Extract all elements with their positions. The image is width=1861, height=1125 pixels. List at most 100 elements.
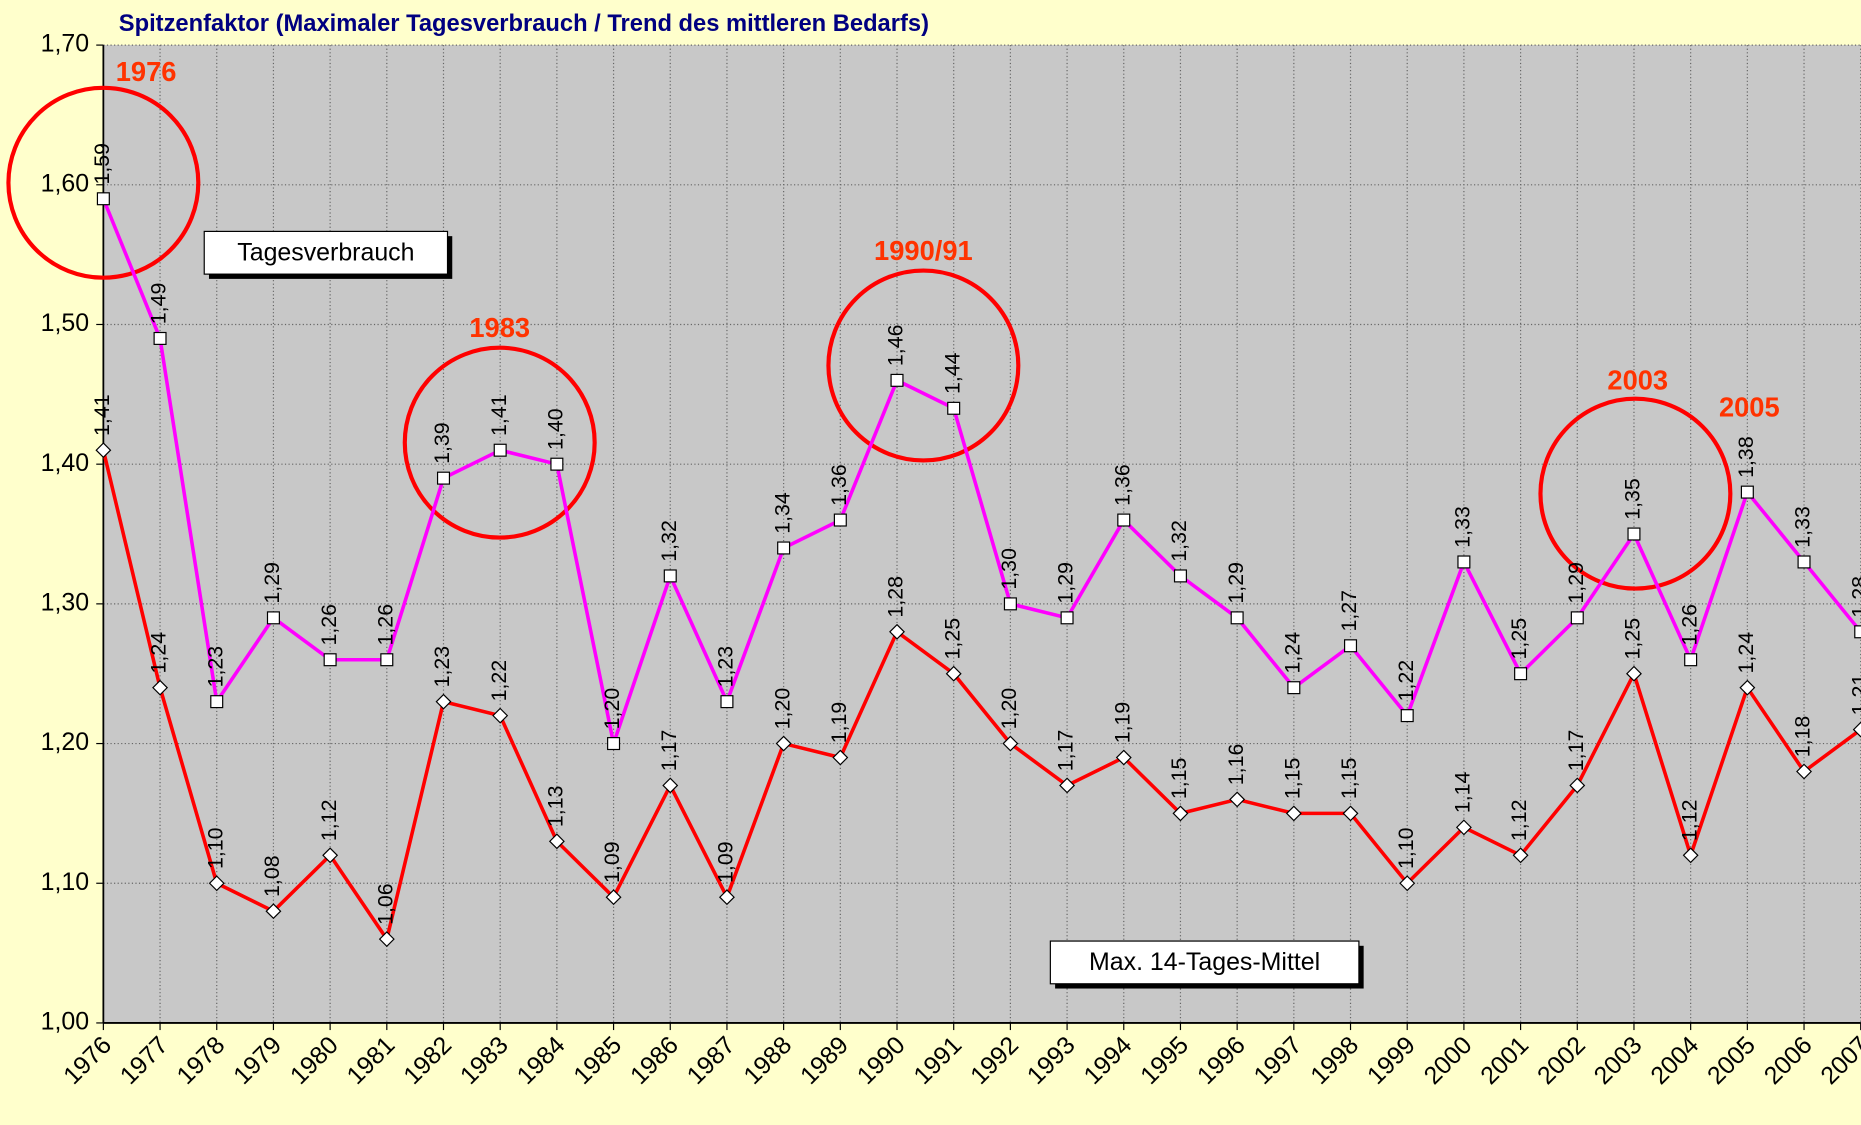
marker (1172, 805, 1189, 822)
data-label: 1,38 (1734, 436, 1758, 478)
data-label: 1,35 (1621, 478, 1645, 520)
legend-label: Max. 14-Tages-Mittel (1089, 948, 1320, 976)
data-label: 1,22 (1394, 660, 1418, 702)
data-label: 1,28 (884, 576, 908, 618)
marker (1740, 485, 1754, 499)
marker (1514, 667, 1528, 681)
y-tick-label: 1,20 (41, 728, 89, 756)
data-label: 1,17 (1564, 730, 1588, 772)
marker (1003, 597, 1017, 611)
y-tick-label: 1,00 (41, 1008, 89, 1036)
marker (153, 331, 167, 345)
marker (95, 442, 112, 459)
annotation: 2005 (1719, 392, 1780, 423)
highlight-circle (1538, 396, 1733, 591)
y-tick-label: 1,40 (41, 449, 89, 477)
marker (1230, 611, 1244, 625)
y-tick-label: 1,30 (41, 588, 89, 616)
annotation: 2003 (1607, 364, 1668, 395)
marker (1173, 569, 1187, 583)
data-label: 1,25 (940, 618, 964, 660)
marker (1797, 555, 1811, 569)
data-label: 1,15 (1280, 758, 1304, 800)
data-label: 1,41 (487, 394, 511, 436)
y-tick-label: 1,70 (41, 30, 89, 58)
marker (548, 833, 565, 850)
marker (1627, 527, 1641, 541)
data-label: 1,39 (430, 422, 454, 464)
data-label: 1,29 (1054, 562, 1078, 604)
marker (322, 847, 339, 864)
data-label: 1,16 (1224, 744, 1248, 786)
data-label: 1,10 (203, 827, 227, 869)
data-label: 1,32 (657, 520, 681, 562)
marker (1060, 611, 1074, 625)
marker (1739, 679, 1756, 696)
marker (1854, 625, 1861, 639)
data-label: 1,29 (260, 562, 284, 604)
data-label: 1,33 (1791, 506, 1815, 548)
marker (210, 695, 224, 709)
data-label: 1,10 (1394, 827, 1418, 869)
marker (663, 569, 677, 583)
marker (1115, 749, 1132, 766)
legend-box (1049, 940, 1360, 985)
marker (493, 443, 507, 457)
data-label: 1,33 (1451, 506, 1475, 548)
data-label: 1,25 (1621, 618, 1645, 660)
marker (662, 777, 679, 794)
annotation: 1983 (469, 312, 530, 343)
series-line (101, 198, 1861, 751)
marker (1229, 791, 1246, 808)
data-label: 1,59 (90, 143, 114, 185)
marker (1796, 763, 1812, 780)
marker (1400, 709, 1414, 723)
marker (1684, 653, 1698, 667)
series-line (101, 449, 1861, 944)
data-label: 1,19 (1110, 702, 1134, 744)
data-label: 1,06 (373, 883, 397, 925)
data-label: 1,34 (770, 492, 794, 534)
marker (605, 889, 622, 906)
marker (208, 875, 225, 892)
data-label: 1,32 (1167, 520, 1191, 562)
highlight-circle (402, 345, 597, 540)
data-label: 1,44 (940, 352, 964, 394)
marker (1287, 681, 1301, 695)
data-label: 1,12 (1677, 799, 1701, 841)
marker (889, 623, 905, 640)
marker (777, 541, 791, 555)
marker (1512, 847, 1529, 864)
data-label: 1,08 (260, 855, 284, 897)
data-label: 1,29 (1564, 562, 1588, 604)
marker (1399, 875, 1416, 892)
marker (833, 513, 847, 527)
marker (380, 653, 394, 667)
data-label: 1,15 (1337, 758, 1361, 800)
marker (1117, 513, 1131, 527)
data-label: 1,40 (544, 408, 568, 450)
marker (1342, 805, 1359, 822)
data-label: 1,26 (373, 604, 397, 646)
annotation: 1976 (116, 56, 177, 87)
marker (152, 679, 169, 696)
data-label: 1,36 (1110, 464, 1134, 506)
chart-title: Spitzenfaktor (Maximaler Tagesverbrauch … (119, 11, 929, 37)
marker (890, 373, 904, 387)
y-tick-label: 1,60 (41, 169, 89, 197)
marker (323, 653, 337, 667)
data-label: 1,20 (997, 688, 1021, 730)
marker (266, 611, 280, 625)
marker (1455, 819, 1472, 836)
y-tick-label: 1,10 (41, 868, 89, 896)
data-label: 1,23 (203, 646, 227, 688)
data-label: 1,41 (90, 394, 114, 436)
data-label: 1,18 (1791, 716, 1815, 758)
data-label: 1,12 (1507, 799, 1531, 841)
legend-box (203, 230, 449, 275)
y-tick-label: 1,50 (41, 309, 89, 337)
data-label: 1,20 (600, 688, 624, 730)
marker (832, 749, 849, 766)
